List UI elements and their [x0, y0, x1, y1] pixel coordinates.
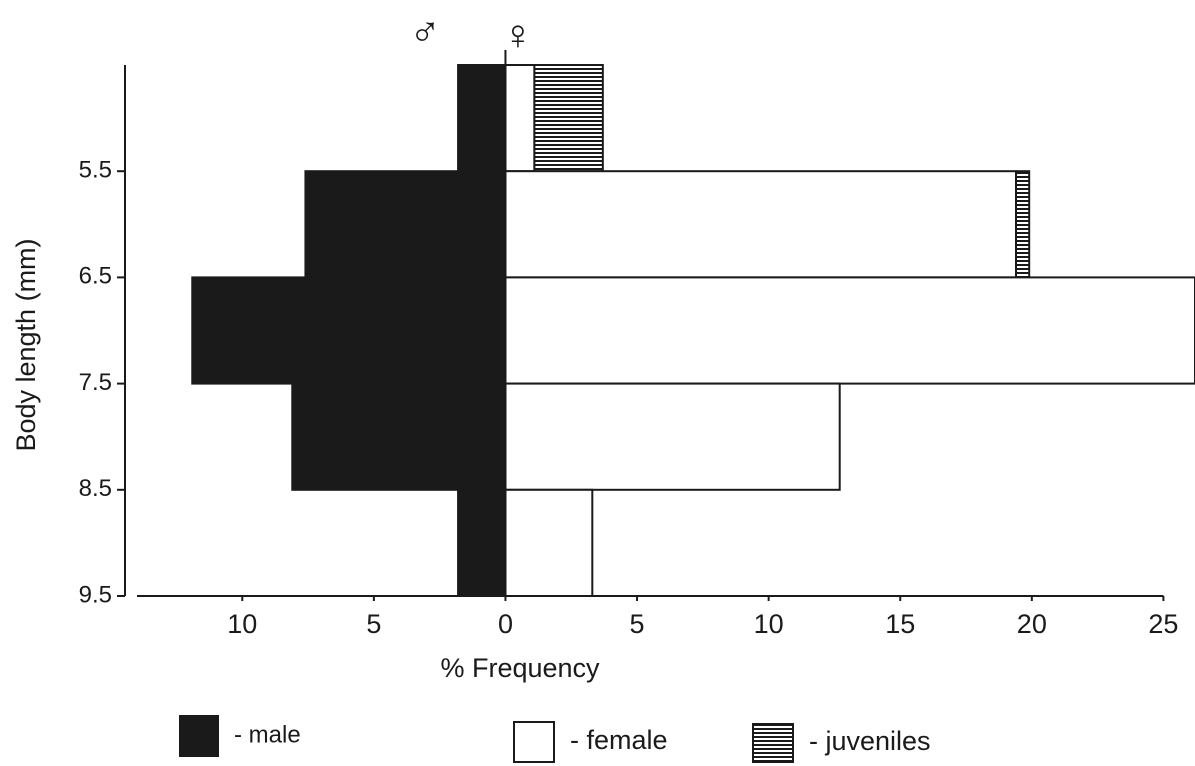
- x-tick-label: 0: [498, 609, 513, 639]
- y-tick-label: 7.5: [79, 369, 112, 396]
- bar: [191, 276, 507, 385]
- y-tick-label: 9.5: [79, 581, 112, 608]
- y-tick-label: 6.5: [79, 263, 112, 290]
- legend-label: - juveniles: [809, 726, 931, 756]
- bar: [304, 170, 507, 279]
- bar: [504, 488, 594, 597]
- legend-swatch: [513, 721, 555, 763]
- bar: [504, 170, 1018, 279]
- bar: [291, 382, 507, 491]
- bar: [504, 382, 841, 491]
- x-tick-label: 5: [630, 609, 645, 639]
- x-tick-label: 10: [754, 609, 784, 639]
- legend-label: - female: [570, 725, 668, 755]
- bar: [504, 64, 536, 173]
- y-tick-label: 8.5: [79, 475, 112, 502]
- x-tick-label: 5: [366, 609, 381, 639]
- bar: [504, 276, 1195, 385]
- bar: [457, 64, 507, 173]
- bar: [533, 64, 604, 173]
- legend-swatch: [179, 715, 219, 757]
- male-symbol: ♂: [409, 8, 441, 55]
- legend-swatch: [752, 723, 794, 763]
- x-tick-label: 10: [227, 609, 257, 639]
- y-axis-label: Body length (mm): [11, 238, 41, 451]
- legend-label: - male: [234, 721, 301, 748]
- x-tick-label: 25: [1148, 609, 1178, 639]
- female-symbol: ♀: [502, 11, 534, 58]
- x-axis-label: % Frequency: [440, 653, 600, 683]
- bar: [457, 488, 507, 597]
- x-tick-label: 15: [885, 609, 915, 639]
- x-tick-label: 20: [1017, 609, 1047, 639]
- y-tick-label: 5.5: [79, 157, 112, 184]
- bar: [1015, 170, 1031, 279]
